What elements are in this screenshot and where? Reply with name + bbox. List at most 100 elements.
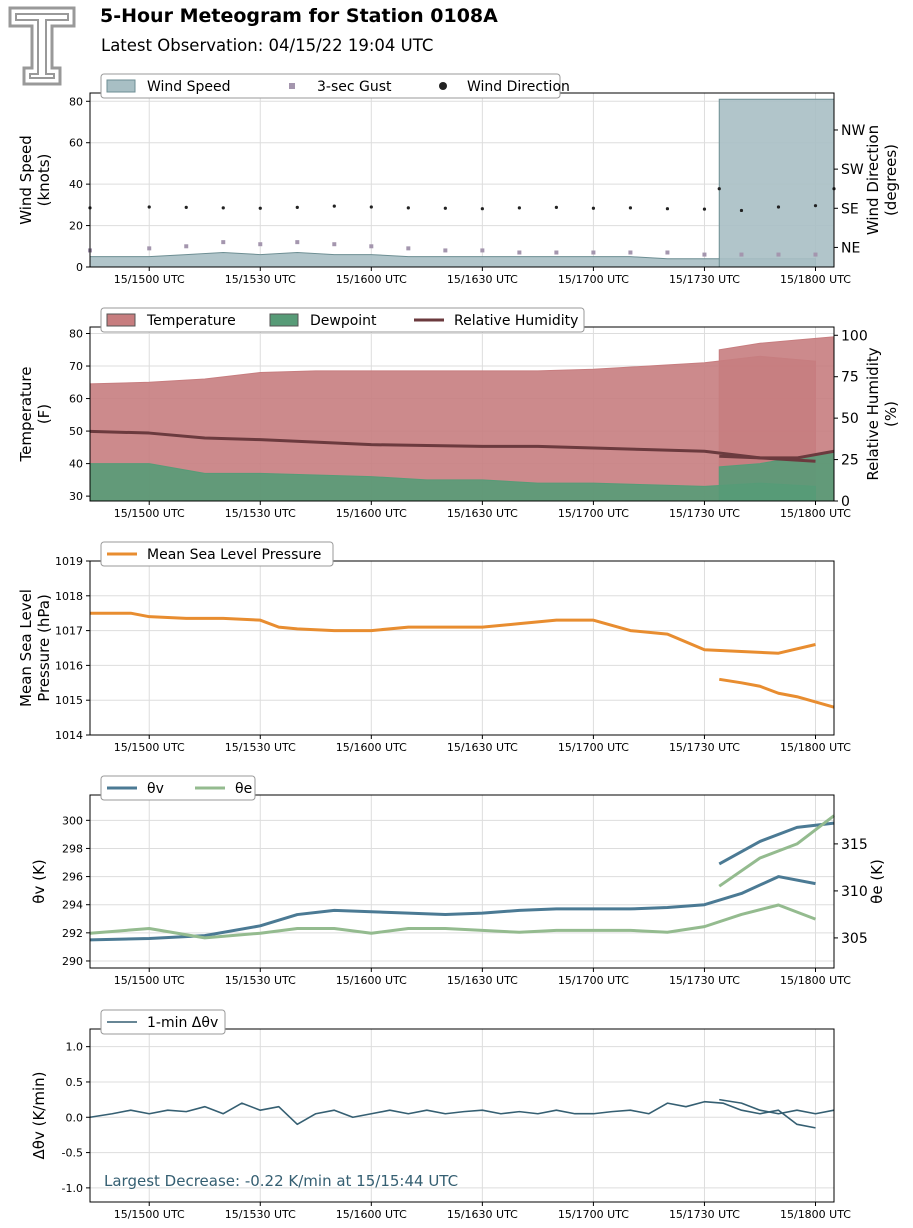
series-area — [718, 98, 835, 268]
direction-point — [554, 205, 558, 210]
y-tick-label: 294 — [62, 899, 83, 912]
y2-tick-label: SE — [841, 201, 859, 217]
x-tick-label: 15/1530 UTC — [225, 507, 296, 520]
gust-point — [184, 244, 189, 249]
university-logo — [8, 6, 76, 90]
y2-tick-label: 50 — [841, 411, 859, 427]
y-tick-label: 1019 — [55, 555, 83, 568]
x-tick-label: 15/1800 UTC — [780, 273, 851, 286]
y-tick-label: 60 — [69, 137, 83, 150]
x-tick-label: 15/1730 UTC — [669, 507, 740, 520]
x-tick-label: 15/1600 UTC — [336, 273, 407, 286]
series-line — [89, 429, 816, 463]
y2-tick-label: 305 — [841, 931, 868, 947]
y2-axis-label: (%) — [882, 401, 900, 427]
gust-point — [443, 248, 448, 253]
y-tick-label: 0.5 — [66, 1076, 84, 1089]
direction-point — [480, 207, 484, 211]
y-tick-label: 1014 — [55, 729, 83, 742]
gust-point — [332, 242, 337, 247]
plot-frame — [89, 794, 835, 969]
x-tick-label: 15/1500 UTC — [114, 974, 185, 987]
plot-frame — [89, 1028, 835, 1203]
legend: Wind Speed 3-sec Gust Wind Direction — [100, 73, 570, 99]
y-tick-label: 298 — [62, 842, 83, 855]
direction-point — [628, 206, 633, 210]
direction-point — [147, 205, 151, 209]
legend: Mean Sea Level Pressure — [100, 541, 334, 567]
x-tick-label: 15/1530 UTC — [225, 974, 296, 987]
x-tick-label: 15/1630 UTC — [447, 974, 518, 987]
y-tick-label: 40 — [69, 178, 83, 191]
x-tick-label: 15/1500 UTC — [114, 741, 185, 754]
x-tick-label: 15/1800 UTC — [780, 1208, 851, 1221]
legend-box — [100, 541, 334, 567]
legend-swatch — [106, 79, 136, 93]
y2-axis-label: θe (K) — [868, 859, 886, 904]
y-tick-label: 296 — [62, 871, 83, 884]
y-tick-label: 20 — [69, 220, 83, 233]
legend-swatch — [439, 82, 447, 90]
gust-point — [591, 250, 596, 255]
y2-tick-label: 310 — [841, 884, 868, 900]
direction-point — [591, 206, 596, 210]
gust-point — [369, 244, 374, 249]
gust-point — [221, 240, 226, 245]
x-tick-label: 15/1500 UTC — [114, 507, 185, 520]
y-axis-label: Wind Speed — [17, 135, 35, 225]
chart-panel-1: 0 20 40 60 80 NE SW SE NW 15/1500 UTC 15/1530 UTC 1… — [17, 73, 900, 286]
y-tick-label: 300 — [62, 814, 83, 827]
series-area — [89, 251, 816, 268]
series-line — [89, 875, 816, 942]
x-tick-label: 15/1700 UTC — [558, 273, 629, 286]
legend: θv θe — [100, 775, 256, 801]
legend-label: Wind Direction — [467, 79, 570, 95]
direction-point — [406, 206, 410, 210]
gust-point — [628, 250, 633, 255]
page-title: 5-Hour Meteogram for Station 0108A — [100, 5, 498, 27]
legend-label: 1-min Δθv — [147, 1015, 218, 1031]
y-tick-label: 1.0 — [66, 1041, 84, 1054]
direction-point — [184, 205, 188, 210]
legend-box — [100, 73, 561, 99]
x-tick-label: 15/1530 UTC — [225, 273, 296, 286]
legend: 1-min Δθv — [100, 1009, 226, 1035]
y-axis-label: Pressure (hPa) — [35, 594, 53, 702]
gust-point — [295, 240, 300, 245]
y2-tick-label: 100 — [841, 328, 868, 344]
direction-point — [221, 206, 225, 210]
x-tick-label: 15/1700 UTC — [558, 974, 629, 987]
legend-box — [100, 775, 256, 801]
y-axis-label: Δθv (K/min) — [30, 1072, 48, 1160]
series-line — [89, 1100, 816, 1129]
series-line — [719, 1098, 835, 1115]
y-tick-label: 0.0 — [66, 1111, 84, 1124]
direction-point — [717, 187, 721, 191]
y2-tick-label: 25 — [841, 453, 859, 469]
legend: Temperature Dewpoint Relative Humidity — [100, 307, 585, 333]
legend-label: θv — [147, 781, 164, 797]
legend-label: Temperature — [146, 313, 236, 329]
y-tick-label: 70 — [69, 360, 83, 373]
series-line — [719, 677, 835, 709]
legend-label: Wind Speed — [147, 79, 231, 95]
x-tick-label: 15/1730 UTC — [669, 1208, 740, 1221]
legend-box — [100, 307, 585, 333]
legend-label: Dewpoint — [310, 313, 377, 329]
y-tick-label: 40 — [69, 458, 83, 471]
x-tick-label: 15/1500 UTC — [114, 1208, 185, 1221]
y-tick-label: 1018 — [55, 590, 83, 603]
direction-point — [813, 204, 818, 208]
legend-label: Relative Humidity — [454, 313, 578, 329]
y-tick-label: -0.5 — [62, 1147, 83, 1160]
direction-point — [665, 207, 670, 211]
y2-axis-label: Relative Humidity — [864, 347, 882, 480]
annotation-text: Largest Decrease: -0.22 K/min at 15/15:4… — [104, 1172, 458, 1190]
direction-point — [517, 206, 521, 210]
y-axis-label: (knots) — [35, 154, 53, 207]
gust-point — [776, 252, 781, 257]
x-tick-label: 15/1530 UTC — [225, 1208, 296, 1221]
plot-frame — [89, 560, 835, 736]
direction-point — [702, 207, 707, 211]
